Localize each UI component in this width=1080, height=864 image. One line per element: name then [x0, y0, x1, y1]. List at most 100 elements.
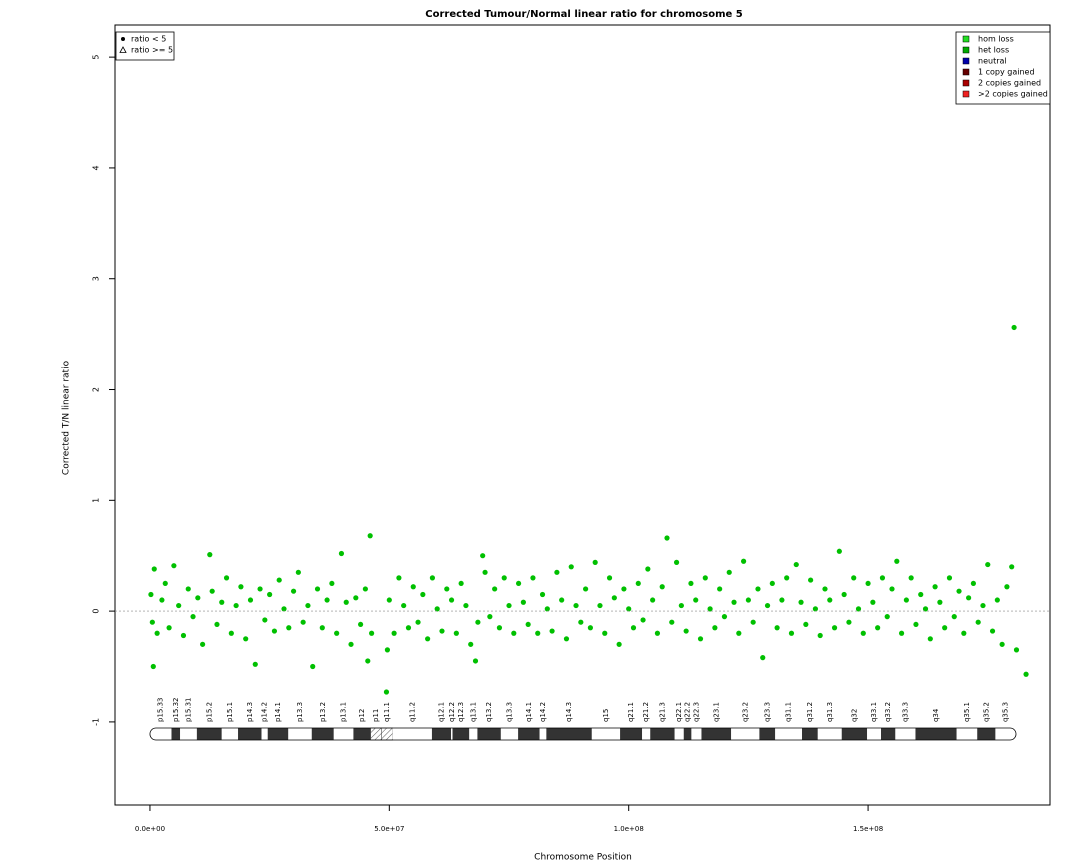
data-point — [784, 575, 790, 581]
cytoband-label: q22.3 — [692, 702, 700, 722]
data-point — [808, 577, 814, 583]
data-point — [683, 628, 689, 634]
y-tick-label: 1 — [92, 498, 101, 503]
data-point — [650, 597, 656, 603]
data-point — [233, 602, 239, 609]
cytoband-label: q11.2 — [408, 702, 416, 722]
plot-area — [148, 324, 1029, 695]
cytoband-label: p15.2 — [205, 702, 213, 722]
data-point — [836, 548, 842, 554]
data-point — [159, 597, 165, 603]
cytoband-label: q33.2 — [884, 702, 892, 722]
cytoband-label: q13.1 — [469, 702, 477, 722]
data-point — [592, 559, 598, 565]
data-point — [383, 689, 390, 695]
data-point — [870, 599, 876, 605]
data-point — [247, 597, 254, 603]
cytoband — [895, 728, 916, 740]
data-point — [755, 586, 761, 592]
cytoband — [977, 728, 996, 740]
data-point — [365, 658, 371, 664]
data-point — [846, 619, 852, 625]
cytoband — [591, 728, 621, 740]
data-point — [822, 586, 828, 592]
cytoband-label: p14.1 — [274, 702, 282, 722]
data-point — [721, 614, 728, 620]
data-point — [544, 606, 550, 612]
data-point — [961, 630, 967, 636]
data-point — [401, 602, 407, 609]
cytoband-label: q14.3 — [565, 702, 573, 722]
data-point — [563, 636, 570, 642]
cytoband-label: p13.1 — [340, 702, 348, 722]
data-point — [583, 586, 589, 592]
legend-symbol — [121, 37, 125, 41]
data-point — [669, 619, 675, 625]
data-point — [898, 630, 905, 636]
data-point — [879, 575, 886, 581]
cytoband-label: p14.2 — [261, 702, 269, 722]
data-point — [827, 597, 833, 603]
x-tick-label: 1.0e+08 — [614, 825, 644, 833]
data-point — [855, 606, 862, 612]
data-point — [831, 625, 838, 631]
data-point — [654, 630, 661, 636]
data-point — [425, 636, 431, 642]
data-point — [463, 602, 469, 609]
cytoband-label: p14.3 — [246, 702, 254, 722]
cytoband — [620, 728, 643, 740]
legend-label: ratio >= 5 — [131, 46, 173, 55]
data-point — [228, 630, 234, 636]
cytoband-label: q13.2 — [485, 702, 493, 722]
data-point — [180, 632, 187, 639]
cytoband — [180, 728, 197, 740]
data-point — [429, 575, 436, 581]
data-point — [200, 641, 206, 647]
data-point — [367, 533, 373, 539]
y-tick-label: 3 — [92, 276, 101, 281]
data-point — [295, 569, 301, 575]
cytoband — [731, 728, 760, 740]
data-point — [922, 606, 929, 612]
cytoband — [691, 728, 702, 740]
cytoband — [238, 728, 262, 740]
cytoband-label: p15.31 — [184, 698, 192, 722]
data-point — [736, 630, 742, 636]
cytoband — [333, 728, 354, 740]
cytoband-label: q31.1 — [785, 702, 793, 722]
cytoband — [353, 728, 371, 740]
data-point — [779, 597, 785, 603]
data-point — [501, 575, 507, 581]
y-tick-label: 4 — [92, 165, 101, 170]
cytoband — [500, 728, 519, 740]
data-point — [434, 606, 440, 612]
data-point — [568, 564, 574, 570]
x-axis-label: Chromosome Position — [534, 853, 632, 863]
data-point — [195, 595, 201, 601]
data-point — [788, 630, 795, 636]
data-point — [506, 602, 512, 609]
data-point — [243, 636, 249, 642]
data-point — [472, 658, 479, 664]
cytoband — [650, 728, 675, 740]
data-point — [865, 580, 871, 587]
cytoband-label: q12.3 — [457, 702, 465, 722]
data-point — [271, 628, 278, 634]
data-point — [353, 595, 359, 601]
data-point — [707, 606, 713, 612]
data-point — [405, 625, 412, 631]
cytoband — [261, 728, 268, 740]
data-point — [511, 630, 517, 636]
data-point — [994, 597, 1000, 603]
data-point — [334, 630, 340, 636]
cytoband-label: p13.3 — [296, 702, 304, 722]
data-point — [223, 575, 230, 581]
data-point — [1011, 324, 1017, 331]
data-point — [482, 569, 488, 575]
cytoband — [370, 727, 382, 741]
y-axis-label: Corrected T/N linear ratio — [62, 360, 72, 475]
cytoband-label: q35.2 — [982, 702, 990, 722]
data-point — [276, 577, 282, 583]
data-point — [970, 580, 976, 587]
